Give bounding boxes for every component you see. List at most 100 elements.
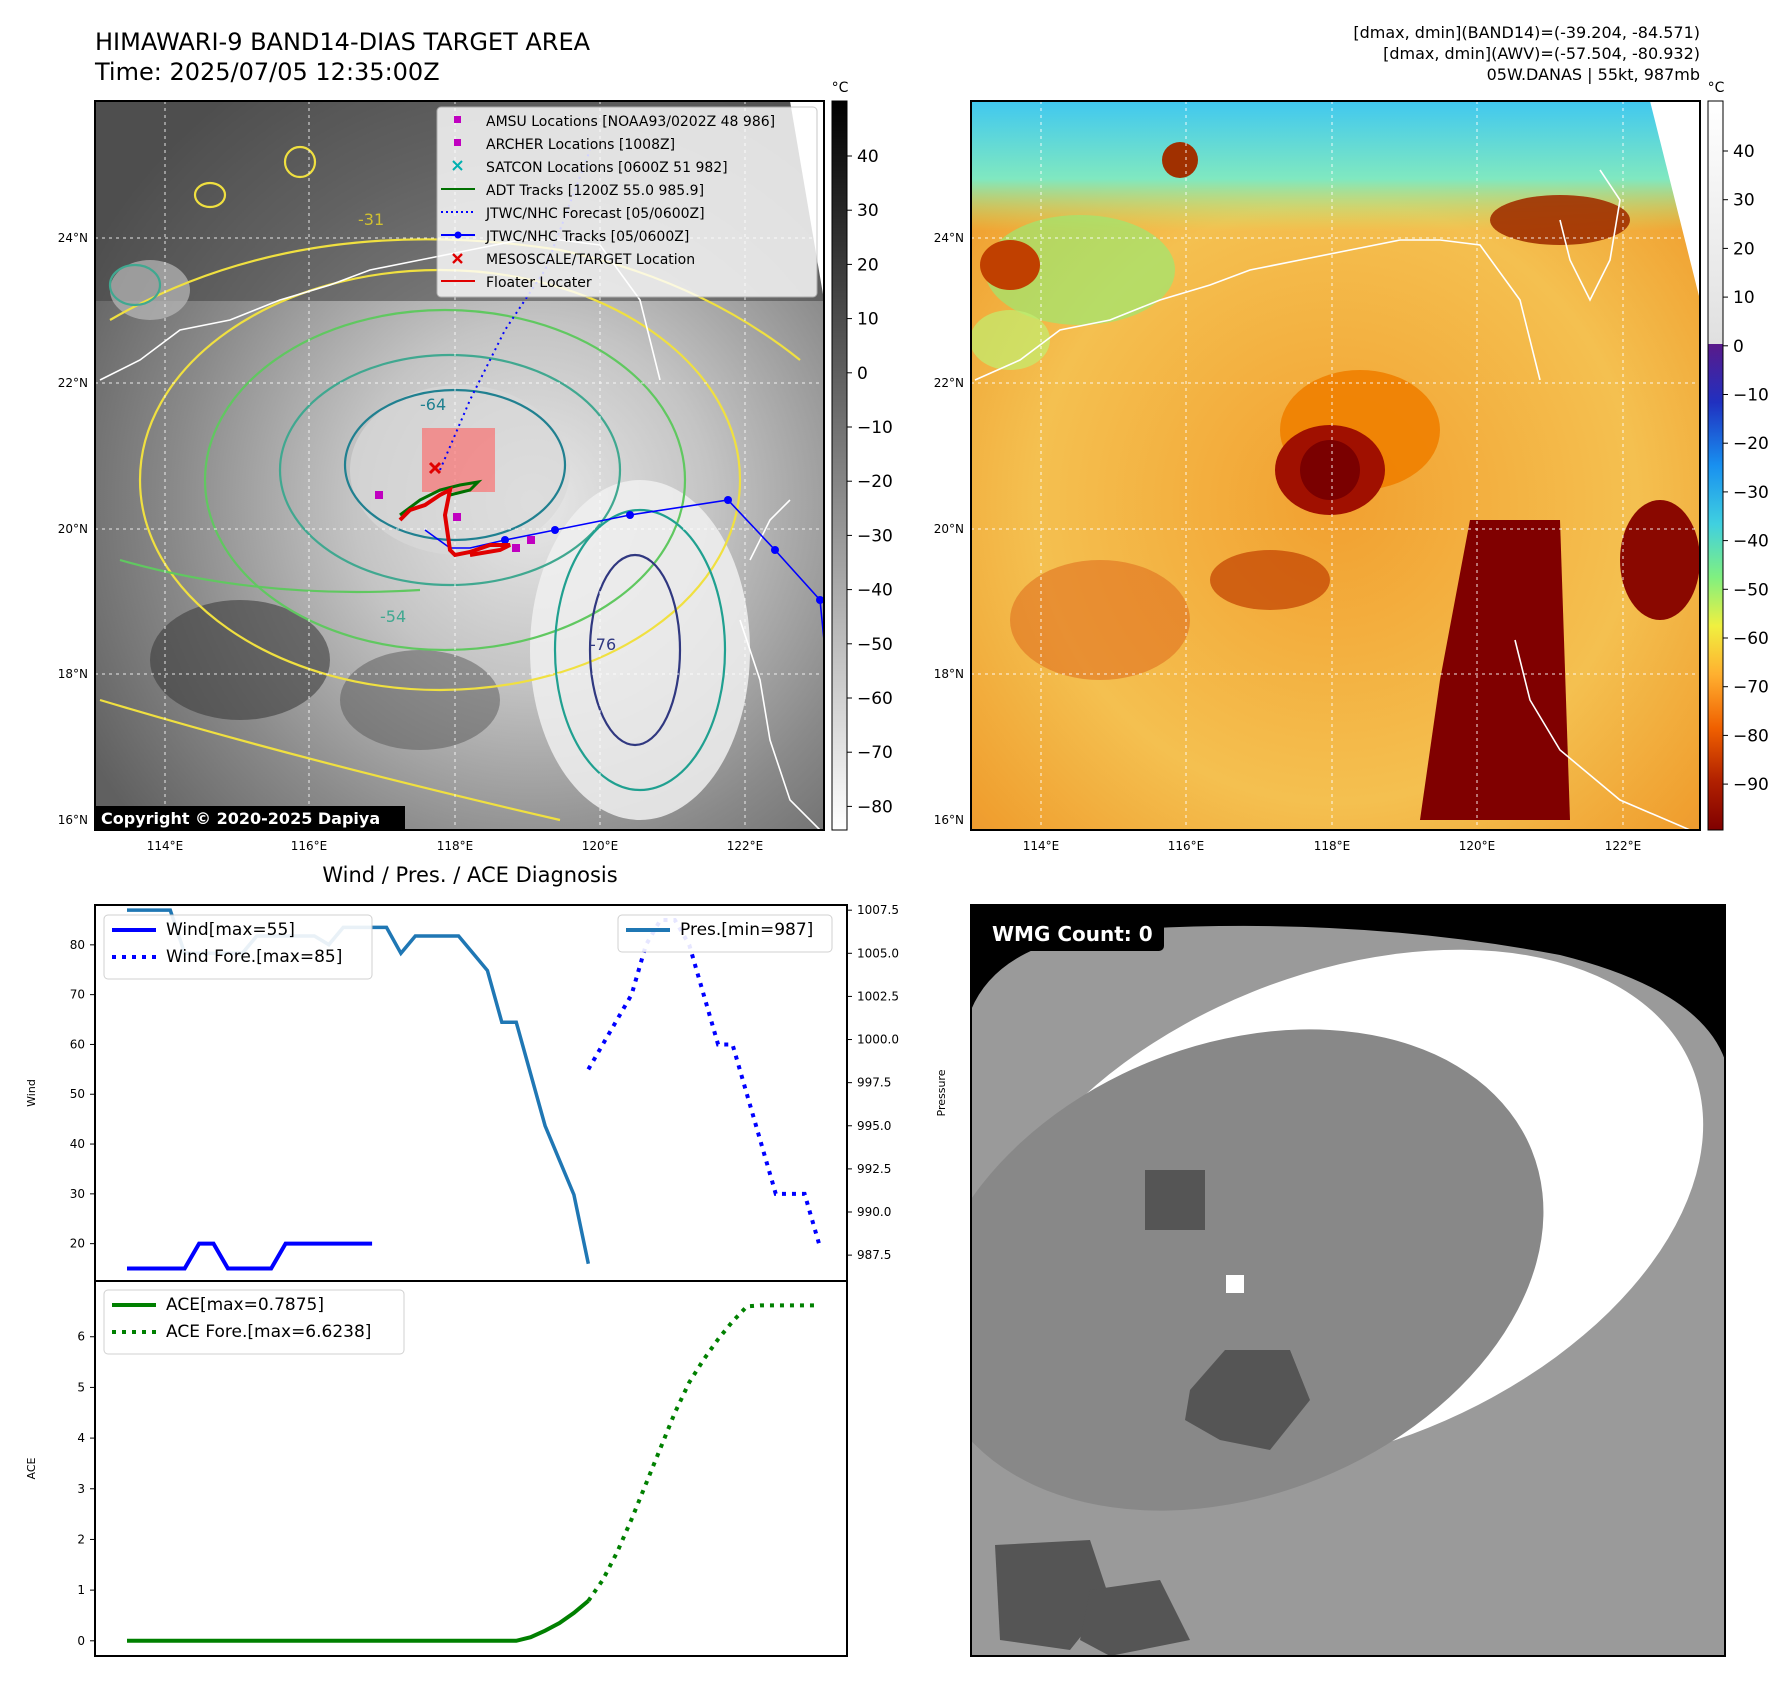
ir-lat-20: 20°N [58, 522, 88, 536]
y-tick-label: 1 [77, 1583, 85, 1597]
y-tick-label: 20 [70, 1237, 85, 1251]
jtwc-track [424, 499, 824, 641]
awv-lat-20: 20°N [934, 522, 964, 536]
legend-floater: Floater Locater [486, 275, 592, 291]
ir-lat-16: 16°N [58, 813, 88, 827]
y2-tick-label: 1000.0 [857, 1033, 899, 1047]
contour-label-54: -54 [380, 607, 406, 626]
awv-colorbar-tick-label: −90 [1733, 775, 1769, 795]
y-tick-label: 30 [70, 1187, 85, 1201]
ir-legend: AMSU Locations [NOAA93/0202Z 48 986] ARC… [436, 106, 818, 298]
awv-lat-18: 18°N [934, 667, 964, 681]
ir-lon-118: 118°E [437, 839, 474, 853]
awv-colorbar-tick-label: 10 [1733, 288, 1755, 308]
y-tick-label: 60 [70, 1037, 85, 1051]
awv-colorbar-tick-label: −20 [1733, 434, 1769, 454]
y-tick-label: 2 [77, 1532, 85, 1546]
copyright-label: Copyright © 2020-2025 Dapiya [101, 809, 380, 828]
contour-label-76: -76 [590, 635, 616, 654]
ir-colorbar-tick-label: 30 [857, 201, 879, 221]
y-axis-label: ACE [25, 1457, 38, 1479]
awv-lon-118: 118°E [1314, 839, 1351, 853]
ir-colorbar-tick-label: −20 [857, 472, 893, 492]
ir-map-frame [94, 100, 825, 831]
y-tick-label: 5 [77, 1380, 85, 1394]
wind-legend-box [103, 914, 373, 980]
legend-jtwc-tracks: JTWC/NHC Tracks [05/0600Z] [485, 229, 689, 245]
awv-colorbar-tick-label: 0 [1733, 337, 1744, 357]
awv-colorbar-tick-label: −30 [1733, 483, 1769, 503]
awv-colorbar-tick-label: −40 [1733, 532, 1769, 552]
awv-lat-24: 24°N [934, 231, 964, 245]
series-line-1 [586, 1303, 819, 1603]
y-tick-label: 40 [70, 1137, 85, 1151]
y2-axis-label: Pressure [935, 1069, 948, 1116]
awv-lat-16: 16°N [934, 813, 964, 827]
figure-time: Time: 2025/07/05 12:35:00Z [94, 58, 440, 86]
legend-adt: ADT Tracks [1200Z 55.0 985.9] [486, 183, 704, 199]
awv-colorbar-tick-label: −70 [1733, 678, 1769, 698]
awv-colorbar-tick-label: −10 [1733, 386, 1769, 406]
ir-colorbar-tick-label: 20 [857, 255, 879, 275]
ir-map-panel: -31 -54 -64 -76 AMSU Locations [NOAA93/0… [58, 80, 893, 853]
y2-tick-label: 1002.5 [857, 989, 899, 1003]
awv-colorbar-unit: °C [1708, 80, 1725, 96]
ir-colorbar-tick-label: −40 [857, 581, 893, 601]
y-tick-label: 50 [70, 1087, 85, 1101]
y-tick-label: 3 [77, 1482, 85, 1496]
storm-info: 05W.DANAS | 55kt, 987mb [1487, 65, 1700, 84]
adt-track [399, 479, 483, 517]
y-tick-label: 70 [70, 988, 85, 1002]
contour-label-64: -64 [420, 395, 446, 414]
y2-tick-label: 992.5 [857, 1162, 891, 1176]
ir-colorbar-tick-label: 0 [857, 364, 868, 384]
ace-chart: 0 1 2 3 4 5 6 ACE ACE[max=0.7875] ACE Fore.[max=6… [25, 1280, 848, 1657]
awv-lon-114: 114°E [1023, 839, 1060, 853]
floater-track [398, 486, 511, 558]
ir-colorbar-tick-label: −30 [857, 526, 893, 546]
awv-colorbar-tick-label: −80 [1733, 726, 1769, 746]
awv-colorbar-tick-label: 40 [1733, 142, 1755, 162]
awv-colorbar-tick-label: 30 [1733, 191, 1755, 211]
pressure-legend-box [617, 914, 833, 953]
dmax-awv: [dmax, dmin](AWV)=(-57.504, -80.932) [1383, 44, 1700, 63]
y2-tick-label: 1007.5 [857, 903, 899, 917]
ir-colorbar-tick-label: 10 [857, 310, 879, 330]
contour-label-31: -31 [358, 210, 384, 229]
ir-lat-22: 22°N [58, 376, 88, 390]
chart-frame [94, 1280, 848, 1657]
pressure-legend-label: Pres.[min=987] [680, 920, 813, 940]
series-line-1 [586, 917, 821, 1245]
y2-tick-label: 987.5 [857, 1248, 891, 1262]
ir-colorbar-tick-label: −50 [857, 635, 893, 655]
awv-map-frame [970, 100, 1701, 831]
awv-colorbar [1707, 100, 1724, 831]
awv-lat-22: 22°N [934, 376, 964, 390]
wmg-count-label: WMG Count: 0 [992, 922, 1153, 946]
ir-lon-120: 120°E [582, 839, 619, 853]
legend-archer: ARCHER Locations [1008Z] [486, 137, 675, 153]
y-tick-label: 6 [77, 1330, 85, 1344]
ir-colorbar-unit: °C [832, 80, 849, 96]
y-axis-label: Wind [25, 1079, 38, 1107]
awv-lon-122: 122°E [1605, 839, 1642, 853]
ir-colorbar-tick-label: −10 [857, 418, 893, 438]
ir-lon-122: 122°E [727, 839, 764, 853]
awv-lon-116: 116°E [1168, 839, 1205, 853]
wmg-frame [970, 904, 1726, 1657]
y2-tick-label: 1005.0 [857, 946, 899, 960]
awv-colorbar-tick-label: 20 [1733, 239, 1755, 259]
ir-colorbar-tick-label: −70 [857, 743, 893, 763]
y-tick-label: 80 [70, 938, 85, 952]
wind-legend-label: Wind Fore.[max=85] [166, 947, 342, 967]
ir-lon-114: 114°E [147, 839, 184, 853]
ace-legend-label: ACE Fore.[max=6.6238] [166, 1322, 371, 1342]
wind-legend-label: Wind[max=55] [166, 920, 295, 940]
y-tick-label: 0 [77, 1634, 85, 1648]
y-tick-label: 4 [77, 1431, 85, 1445]
legend-amsu: AMSU Locations [NOAA93/0202Z 48 986] [486, 114, 775, 130]
series-line-0 [127, 1599, 590, 1643]
y2-tick-label: 990.0 [857, 1205, 891, 1219]
ir-lat-18: 18°N [58, 667, 88, 681]
ir-colorbar-tick-label: 40 [857, 147, 879, 167]
